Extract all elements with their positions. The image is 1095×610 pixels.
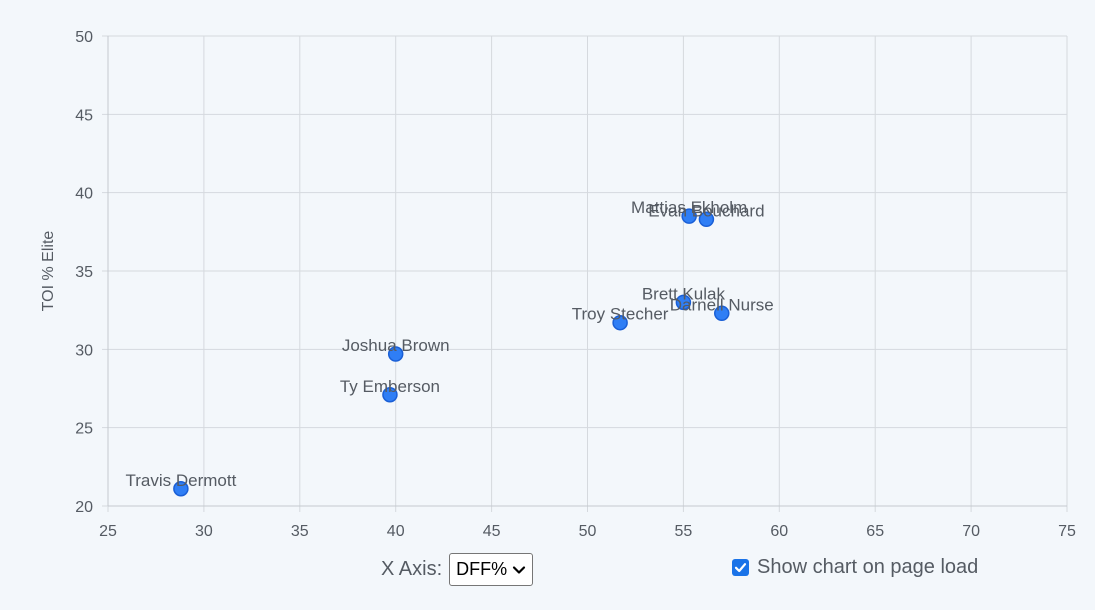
chart-svg: 25 30 35 40 45 50 55 60 65 70 75 20 25 30 35 40 45 50 Tra… [40, 29, 1076, 540]
x-tick-label: 60 [770, 523, 788, 540]
y-tick-label: 50 [75, 29, 93, 46]
point-label: Evan Bouchard [648, 201, 764, 220]
show-chart-label[interactable]: Show chart on page load [757, 556, 979, 578]
grid [102, 35, 1068, 512]
x-tick-label: 45 [483, 523, 501, 540]
y-axis-title: TOI % Elite [40, 231, 57, 312]
data-point[interactable] [714, 305, 730, 322]
x-tick-label: 35 [291, 523, 309, 540]
checkmark-icon [734, 563, 747, 573]
data-point[interactable] [382, 387, 398, 403]
y-tick-label: 45 [75, 107, 93, 124]
data-point[interactable] [387, 346, 404, 362]
point-label: Mattias Ekholm [631, 198, 747, 217]
point-label: Darnell Nurse [670, 295, 774, 314]
data-point[interactable] [698, 211, 715, 228]
y-tick-label: 30 [75, 342, 93, 359]
x-tick-label: 75 [1058, 523, 1076, 540]
x-tick-label: 40 [387, 523, 405, 540]
y-tick-label: 35 [75, 264, 93, 281]
chart-controls: X Axis: DFF% Show chart on page load [0, 550, 1095, 610]
y-tick-label: 40 [75, 186, 93, 203]
axes: 25 30 35 40 45 50 55 60 65 70 75 20 25 30 35 40 45 50 [75, 29, 1076, 540]
data-point[interactable] [612, 314, 628, 331]
y-tick-label: 25 [75, 421, 93, 438]
scatter-chart: 25 30 35 40 45 50 55 60 65 70 75 20 25 30 35 40 45 50 Tra… [40, 29, 1076, 540]
point-label: Travis Dermott [125, 471, 236, 490]
point-label: Ty Emberson [340, 377, 440, 396]
point-labels: Travis Dermott Ty Emberson Joshua Brown Tro… [125, 198, 773, 490]
x-axis-control: X Axis: DFF% [381, 553, 534, 586]
x-axis-selected-value: DFF% [456, 559, 508, 579]
point-label: Joshua Brown [342, 336, 450, 355]
x-tick-label: 70 [962, 523, 980, 540]
x-tick-label: 30 [195, 523, 213, 540]
x-tick-label: 55 [675, 523, 693, 540]
x-tick-label: 50 [579, 523, 597, 540]
x-tick-label: 65 [866, 523, 884, 540]
x-tick-label: 25 [99, 523, 117, 540]
point-label: Brett Kulak [642, 284, 726, 303]
x-axis-label: X Axis: [381, 558, 443, 580]
data-point[interactable] [675, 294, 692, 311]
x-axis-select[interactable]: DFF% [449, 553, 534, 586]
data-points [173, 208, 730, 497]
point-label: Troy Stecher [572, 305, 669, 324]
show-chart-control: Show chart on page load [732, 556, 978, 579]
data-point[interactable] [173, 481, 189, 497]
chevron-down-icon [513, 565, 526, 574]
show-chart-checkbox[interactable] [732, 559, 749, 576]
y-tick-label: 20 [75, 499, 93, 516]
data-point[interactable] [681, 208, 697, 224]
